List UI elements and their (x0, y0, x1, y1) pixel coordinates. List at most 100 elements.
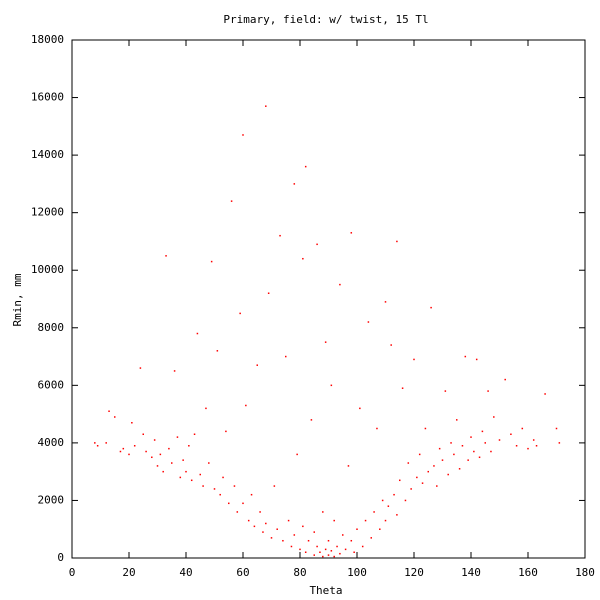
point (239, 312, 241, 315)
point (333, 519, 335, 522)
point (182, 459, 184, 461)
point (339, 552, 341, 555)
point (376, 427, 378, 430)
x-tick-label: 140 (461, 566, 481, 579)
y-tick-label: 10000 (31, 263, 64, 276)
point (493, 416, 495, 418)
point (310, 419, 313, 421)
point (287, 519, 290, 522)
y-tick-label: 4000 (38, 436, 65, 449)
x-tick-label: 100 (347, 566, 367, 579)
point (324, 548, 327, 551)
point (339, 283, 341, 286)
point (416, 476, 418, 479)
point (276, 528, 278, 530)
point (401, 387, 404, 389)
point (176, 436, 179, 438)
point (510, 433, 512, 436)
y-tick-label: 16000 (31, 91, 64, 104)
point (242, 134, 244, 136)
point (370, 537, 372, 539)
point (159, 453, 162, 456)
point (245, 404, 247, 407)
point (424, 427, 427, 430)
point (396, 514, 398, 516)
point (139, 367, 142, 369)
point (379, 528, 381, 530)
point (350, 539, 353, 542)
point (307, 539, 310, 542)
point (478, 456, 481, 459)
point (330, 550, 333, 552)
point (527, 447, 529, 450)
point (461, 445, 464, 447)
point (133, 445, 136, 447)
point (324, 341, 327, 343)
point (247, 519, 250, 522)
point (279, 234, 281, 237)
point (313, 531, 315, 533)
point (290, 545, 293, 548)
point (322, 511, 324, 513)
point (273, 485, 276, 487)
point (384, 519, 387, 522)
point (490, 450, 492, 453)
point (185, 470, 187, 473)
point (475, 358, 478, 361)
point (498, 439, 501, 441)
point (122, 447, 125, 450)
x-tick-label: 80 (293, 566, 306, 579)
point (153, 439, 156, 441)
point (296, 453, 298, 456)
point (413, 358, 415, 361)
point (299, 548, 301, 551)
point (259, 511, 261, 513)
point (171, 462, 173, 464)
y-tick-label: 14000 (31, 148, 64, 161)
point (327, 539, 330, 542)
point (265, 522, 267, 525)
point (202, 485, 204, 487)
x-tick-label: 160 (518, 566, 538, 579)
point (484, 442, 486, 444)
point (504, 378, 506, 381)
x-tick-label: 40 (179, 566, 192, 579)
point (350, 232, 353, 234)
point (481, 430, 484, 433)
point (230, 200, 233, 202)
point (535, 445, 538, 447)
point (532, 439, 535, 441)
y-tick-label: 0 (57, 551, 64, 564)
point (384, 301, 387, 303)
point (145, 450, 147, 453)
point (173, 370, 176, 372)
point (219, 493, 221, 496)
point (359, 407, 361, 410)
point (208, 462, 210, 464)
point (387, 505, 390, 507)
point (373, 511, 375, 513)
point (436, 485, 438, 487)
y-tick-label: 8000 (38, 321, 65, 334)
point (267, 292, 270, 294)
point (404, 499, 407, 502)
point (393, 493, 395, 496)
point (165, 255, 167, 257)
point (464, 355, 467, 358)
point (190, 479, 193, 482)
point (250, 493, 253, 496)
point (242, 502, 244, 505)
point (333, 555, 335, 558)
point (544, 393, 546, 395)
x-axis-label: Theta (309, 584, 342, 597)
point (285, 355, 287, 358)
point (114, 416, 116, 418)
point (356, 528, 358, 530)
point (262, 531, 264, 533)
point (168, 447, 170, 450)
x-tick-label: 180 (575, 566, 595, 579)
point (188, 445, 190, 447)
point (367, 321, 370, 323)
point (450, 442, 452, 444)
